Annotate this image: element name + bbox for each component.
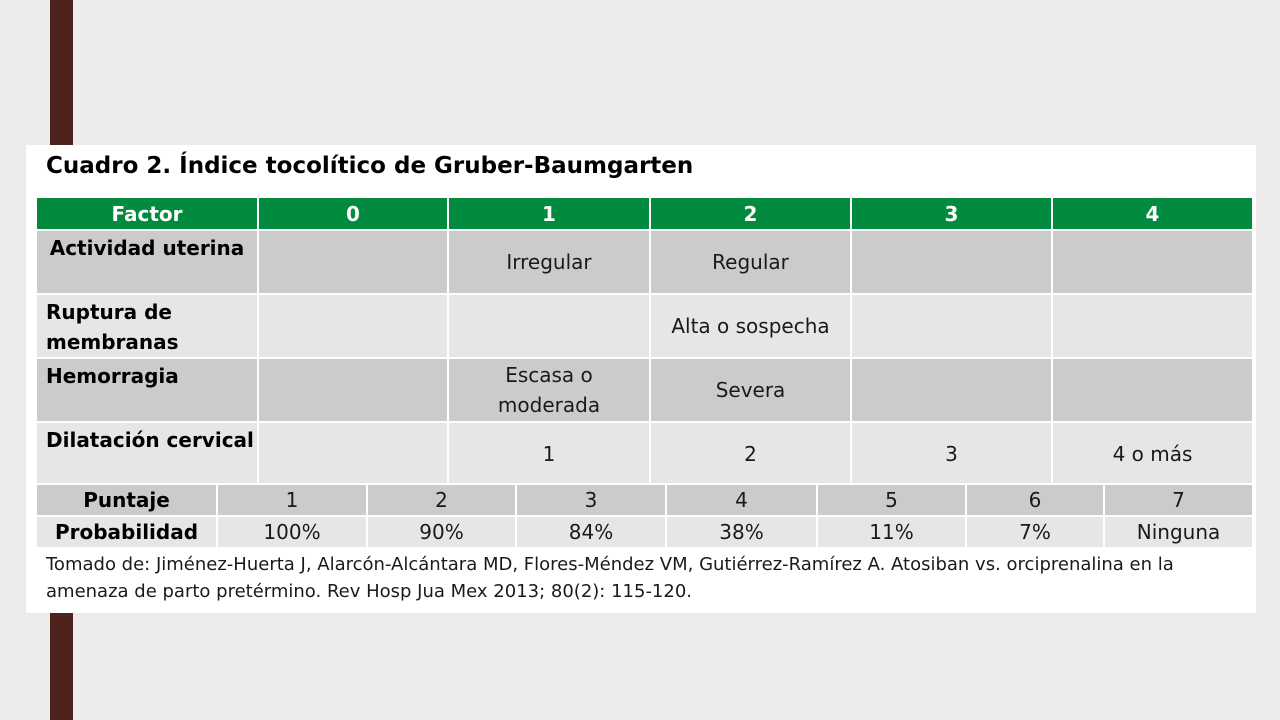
header-cell-3: 3 — [850, 196, 1053, 231]
header-cell-2: 2 — [649, 196, 852, 231]
table-cell: Ninguna — [1103, 515, 1254, 549]
table-row: Actividad uterina Irregular Regular — [35, 229, 1254, 295]
table-cell — [850, 229, 1053, 295]
factor-dilatacion-cervical: Dilatación cervical — [35, 421, 259, 487]
table-cell: 90% — [366, 515, 517, 549]
table-cell: 2 — [649, 421, 852, 487]
header-cell-4: 4 — [1051, 196, 1254, 231]
probabilidad-row: Probabilidad 100% 90% 84% 38% 11% 7% Nin… — [35, 515, 1254, 549]
table-cell: 2 — [366, 483, 517, 517]
puntaje-label: Puntaje — [35, 483, 218, 517]
table-cell — [257, 229, 449, 295]
table-cell: 6 — [965, 483, 1105, 517]
probabilidad-label: Probabilidad — [35, 515, 218, 549]
puntaje-row: Puntaje 1 2 3 4 5 6 7 — [35, 483, 1254, 517]
table-cell — [257, 357, 449, 423]
source-citation: Tomado de: Jiménez-Huerta J, Alarcón-Alc… — [46, 554, 1174, 602]
header-cell-1: 1 — [447, 196, 651, 231]
table-cell: 4 o más — [1051, 421, 1254, 487]
table-cell: 38% — [665, 515, 818, 549]
factor-hemorragia: Hemorragia — [35, 357, 259, 423]
table-cell: Escasa o moderada — [447, 357, 651, 423]
table-cell: 84% — [515, 515, 667, 549]
gruber-baumgarten-table: Factor 0 1 2 3 4 Actividad uterina Irreg… — [35, 196, 1254, 487]
table-cell — [1051, 357, 1254, 423]
table-title: Cuadro 2. Índice tocolítico de Gruber-Ba… — [46, 153, 694, 179]
table-cell: 5 — [816, 483, 967, 517]
table-cell — [850, 293, 1053, 359]
table-row: Dilatación cervical 1 2 3 4 o más — [35, 421, 1254, 487]
table-cell: 3 — [515, 483, 667, 517]
table-cell — [257, 293, 449, 359]
header-cell-0: 0 — [257, 196, 449, 231]
table-header-row: Factor 0 1 2 3 4 — [35, 196, 1254, 231]
table-cell: 1 — [216, 483, 368, 517]
factor-actividad-uterina: Actividad uterina — [35, 229, 259, 295]
table-cell: 3 — [850, 421, 1053, 487]
table-cell: 1 — [447, 421, 651, 487]
table-cell: 4 — [665, 483, 818, 517]
score-probability-table: Puntaje 1 2 3 4 5 6 7 Probabilidad 100% … — [35, 483, 1254, 549]
table-cell: Regular — [649, 229, 852, 295]
factor-ruptura-membranas: Ruptura de membranas — [35, 293, 259, 359]
table-cell — [447, 293, 651, 359]
table-cell: Alta o sospecha — [649, 293, 852, 359]
table-cell — [1051, 293, 1254, 359]
table-cell — [257, 421, 449, 487]
table-cell — [850, 357, 1053, 423]
table-cell: 7 — [1103, 483, 1254, 517]
header-cell-factor: Factor — [35, 196, 259, 231]
table-card: Cuadro 2. Índice tocolítico de Gruber-Ba… — [26, 145, 1256, 613]
table-row: Ruptura de membranas Alta o sospecha — [35, 293, 1254, 359]
table-cell: 100% — [216, 515, 368, 549]
table-cell: Irregular — [447, 229, 651, 295]
table-row: Hemorragia Escasa o moderada Severa — [35, 357, 1254, 423]
table-cell — [1051, 229, 1254, 295]
table-cell: 7% — [965, 515, 1105, 549]
table-cell: Severa — [649, 357, 852, 423]
table-cell: 11% — [816, 515, 967, 549]
